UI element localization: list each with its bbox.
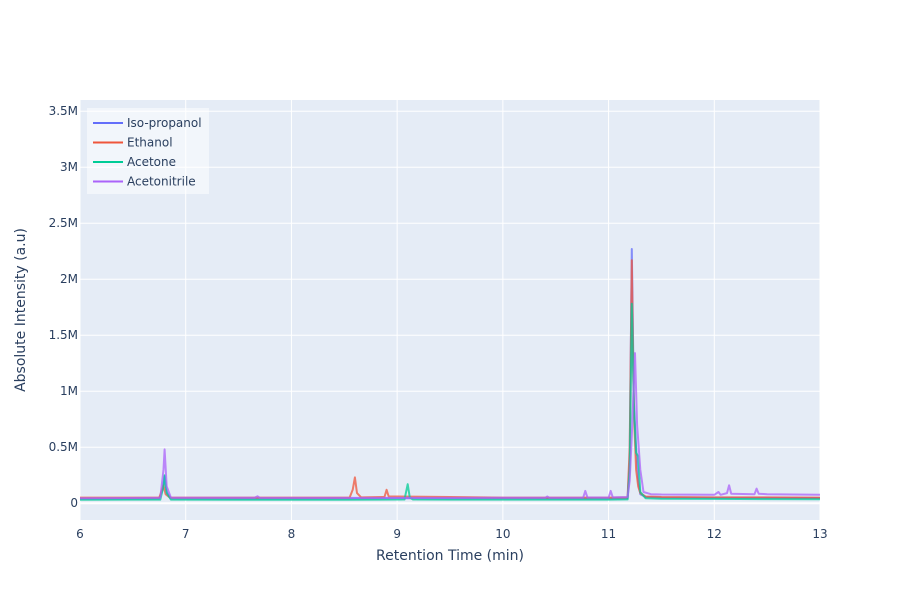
legend-item[interactable]: Acetone (93, 155, 176, 169)
x-axis-ticks: 6 7 8 9 10 11 12 13 (76, 527, 827, 541)
x-tick-label: 10 (495, 527, 510, 541)
y-axis-title: Absolute Intensity (a.u) (13, 228, 29, 392)
y-tick-label: 0 (70, 496, 78, 510)
y-tick-label: 1M (60, 384, 78, 398)
x-tick-label: 12 (707, 527, 722, 541)
series-line-acetone[interactable] (79, 302, 821, 501)
legend-item[interactable]: Ethanol (93, 136, 173, 150)
y-tick-label: 1.5M (49, 328, 78, 342)
series-line-acetonitrile[interactable] (79, 352, 821, 500)
legend-item[interactable]: Acetonitrile (93, 175, 196, 189)
legend-label: Ethanol (127, 136, 173, 150)
x-tick-label: 9 (393, 527, 401, 541)
x-tick-label: 8 (288, 527, 296, 541)
x-tick-label: 7 (182, 527, 190, 541)
y-tick-label: 0.5M (49, 440, 78, 454)
legend-label: Iso-propanol (127, 116, 202, 130)
gridlines (79, 100, 821, 520)
x-axis-title: Retention Time (min) (376, 548, 524, 564)
x-tick-label: 11 (601, 527, 616, 541)
y-tick-label: 2.5M (49, 216, 78, 230)
y-tick-label: 3.5M (49, 104, 78, 118)
y-axis-ticks: 0 0.5M 1M 1.5M 2M 2.5M 3M 3.5M (49, 104, 78, 510)
series-lines (79, 248, 821, 501)
x-tick-label: 13 (812, 527, 827, 541)
legend-label: Acetone (127, 155, 176, 169)
y-tick-label: 2M (60, 272, 78, 286)
x-tick-label: 6 (76, 527, 84, 541)
legend[interactable]: Iso-propanol Ethanol Acetone Acetonitrile (87, 108, 209, 194)
legend-label: Acetonitrile (127, 175, 196, 189)
legend-item[interactable]: Iso-propanol (93, 116, 202, 130)
y-tick-label: 3M (60, 160, 78, 174)
